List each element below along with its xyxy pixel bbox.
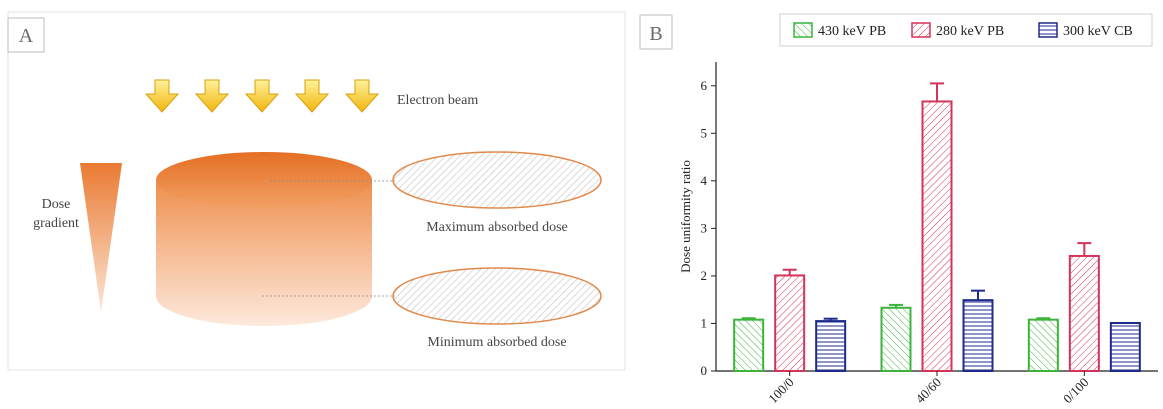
y-tick-label: 4: [701, 173, 708, 188]
bar-280-kev-pb: [1068, 254, 1100, 372]
dose-uniformity-chart: 0 1 2 3 4 5 6 Dose uniformity ratio 100/0 40/60 0/…: [678, 13, 1158, 407]
x-tick-label: 0/100: [1060, 375, 1092, 407]
y-tick-label: 3: [701, 220, 708, 235]
legend-swatch: [1038, 22, 1058, 38]
panel-b-letter: B: [649, 23, 662, 45]
legend-label: 280 keV PB: [936, 24, 1004, 39]
cylinder-body: [156, 180, 372, 326]
max-dose-ellipse: [392, 151, 602, 209]
bar-430-kev-pb: [733, 318, 765, 372]
dose-label-line2: gradient: [33, 216, 79, 231]
electron-beam-arrows: [144, 79, 380, 113]
bar-280-kev-pb: [921, 100, 953, 373]
legend-box: [779, 13, 1153, 47]
panel-a-letter-box: [7, 17, 45, 53]
beam-arrow-icon: [144, 79, 180, 113]
beam-arrow-icon: [244, 79, 280, 113]
x-tick-label: 40/60: [913, 375, 945, 407]
legend-swatch: [911, 22, 931, 38]
bar-300-kev-cb: [815, 320, 847, 373]
max-dose-label: Maximum absorbed dose: [426, 220, 568, 235]
cylinder-top: [156, 152, 372, 208]
panel-a: A Electron beam Dose gradient Maximum ab…: [7, 11, 626, 371]
dose-label-line1: Dose: [42, 197, 71, 212]
bar-430-kev-pb: [880, 306, 912, 372]
legend-swatch: [793, 22, 813, 38]
y-tick-label: 6: [701, 78, 708, 93]
legend-label: 430 keV PB: [818, 24, 886, 39]
panel-b-letter-box: [639, 14, 673, 50]
legend-label: 300 keV CB: [1063, 24, 1133, 39]
sample-cylinder: [156, 152, 372, 326]
bar-280-kev-pb: [774, 274, 806, 372]
y-tick-label: 0: [701, 363, 708, 378]
beam-arrow-icon: [194, 79, 230, 113]
bar-300-kev-cb: [1109, 321, 1141, 372]
y-tick-label: 1: [701, 315, 708, 330]
bar-300-kev-cb: [962, 299, 994, 372]
bar-430-kev-pb: [1027, 318, 1059, 372]
y-tick-label: 2: [701, 268, 708, 283]
panel-a-letter: A: [19, 25, 34, 47]
panel-b: B 0 1 2 3 4 5 6 Dose uniformity ratio 100/0 40/60…: [639, 13, 1158, 407]
dose-gradient-triangle: [80, 163, 122, 312]
beam-arrow-icon: [294, 79, 330, 113]
beam-arrow-icon: [344, 79, 380, 113]
min-dose-ellipse: [392, 267, 602, 325]
x-tick-label: 100/0: [765, 375, 797, 407]
min-dose-label: Minimum absorbed dose: [427, 335, 566, 350]
electron-beam-label: Electron beam: [397, 93, 478, 108]
y-tick-label: 5: [701, 125, 708, 140]
y-axis-title: Dose uniformity ratio: [678, 160, 693, 273]
